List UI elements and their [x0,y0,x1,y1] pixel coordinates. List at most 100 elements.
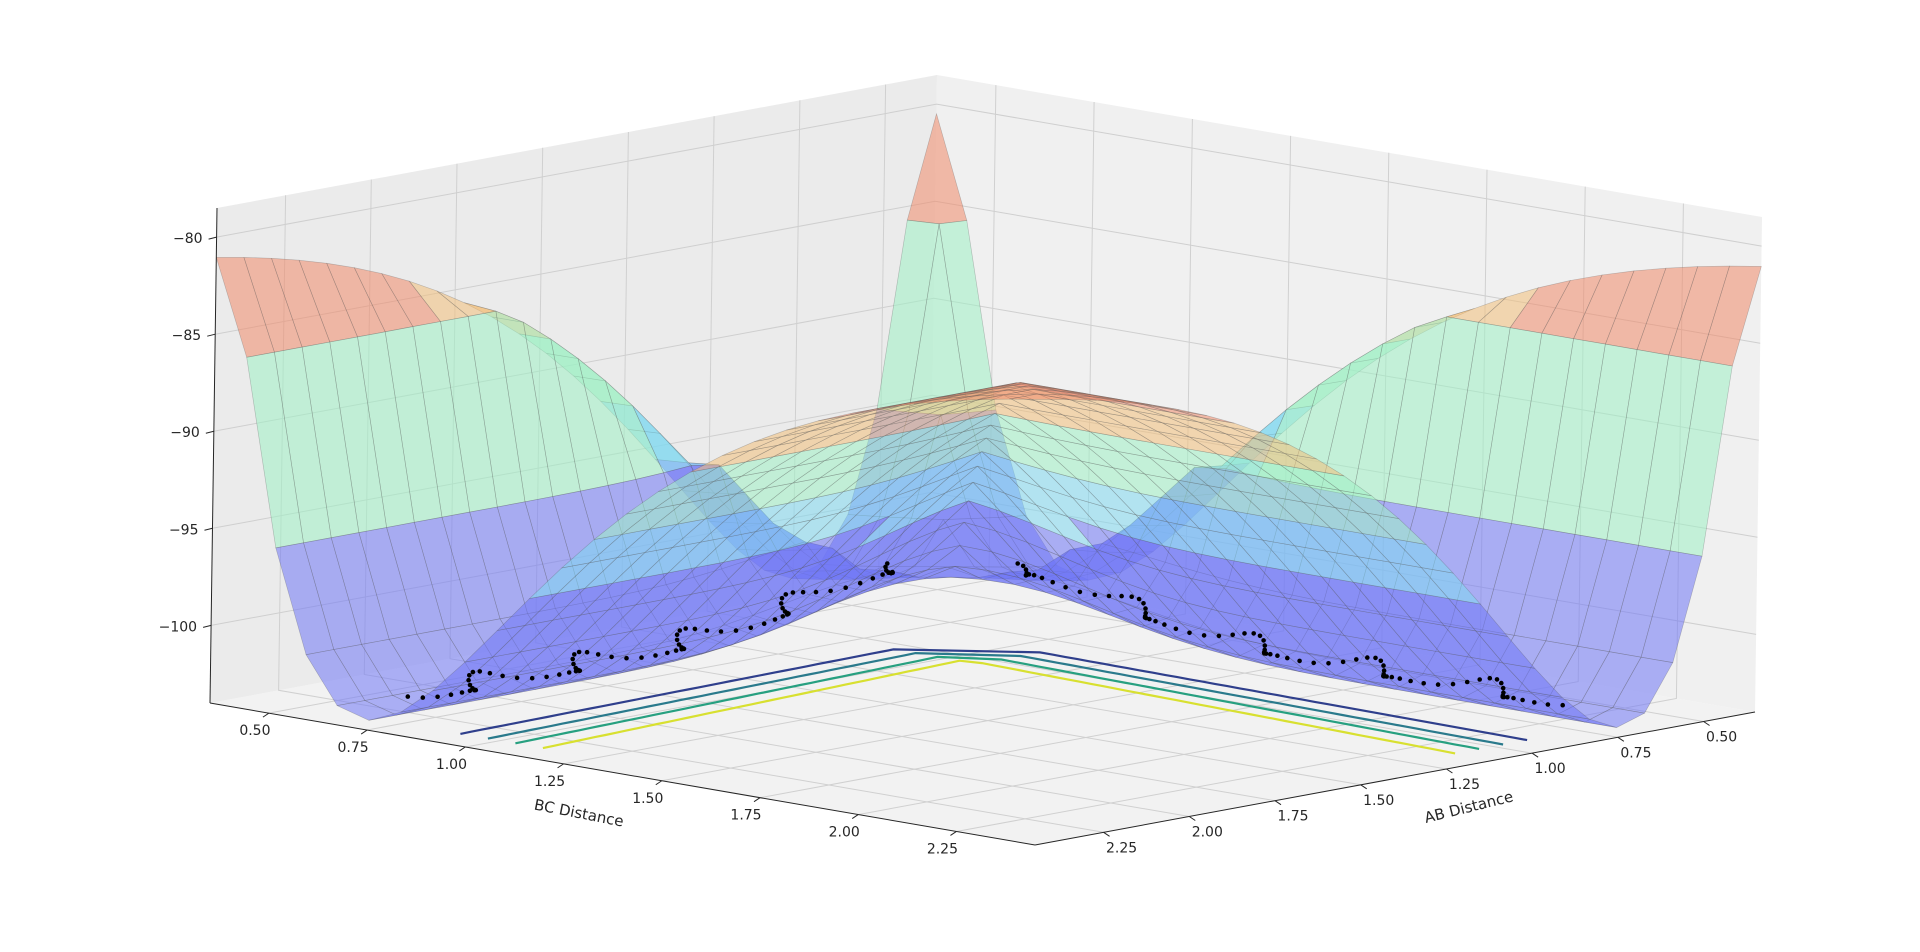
trajectory-point [1378,658,1384,664]
trajectory-point [1153,618,1158,624]
y-tick-label: 2.25 [927,842,958,858]
x-tick [1703,721,1710,726]
trajectory-point [624,655,629,661]
z-tick [207,333,216,337]
trajectory-point [1015,561,1020,566]
trajectory-point [779,596,785,601]
contour-line [487,651,1504,746]
trajectory-point [595,652,601,657]
trajectory-point [1520,697,1525,703]
trajectory-point [529,675,535,681]
trajectory-point [573,668,579,674]
trajectory-point [870,576,876,581]
z-tick [202,624,212,628]
trajectory-point [576,649,582,655]
trajectory-point [1173,626,1179,632]
y-tick-label: 1.50 [632,791,663,807]
y-tick-label: 1.75 [730,808,761,824]
trajectory-point [1031,572,1037,578]
y-tick-label: 0.75 [338,740,369,756]
y-tick-label: 1.00 [436,757,467,773]
trajectory-point [718,629,724,634]
surface-patch [1009,393,1069,400]
trajectory-point [1092,592,1098,598]
trajectory-point [1143,606,1148,611]
trajectory-point [885,561,890,566]
y-axis-line [209,702,1036,846]
x-tick-label: 0.50 [1706,730,1737,746]
axis-lines [209,207,1756,846]
contour-line [542,659,1456,755]
x-tick [1531,752,1539,758]
trajectory-point [780,614,786,619]
trajectory-point [653,653,658,658]
trajectory-point [1421,681,1426,686]
trajectory-point [674,632,680,637]
trajectory-point [1435,682,1441,687]
trajectory-point [733,628,739,633]
x-tick-label: 1.25 [1449,777,1480,793]
trajectory-point [1141,601,1146,606]
trajectory-point [679,647,684,652]
trajectory-point [1251,631,1256,636]
trajectory-point [1365,655,1370,660]
z-tick [205,430,214,434]
x-tick-label: 2.00 [1192,825,1223,841]
trajectory-point [1230,632,1235,638]
trajectory-point [1381,668,1387,673]
trajectory-point [748,625,754,631]
trajectory-point [1501,690,1506,695]
trajectory-point [1039,575,1045,581]
trajectory-point [1354,657,1359,662]
trajectory-point [1129,594,1134,599]
floor-contours [460,648,1528,755]
grid-line-z [216,103,1762,247]
trajectory-point [1373,655,1378,661]
trajectory-point [1340,659,1346,665]
trajectory-point [566,670,572,675]
trajectory-point [783,592,789,597]
trajectory-point [828,588,833,594]
x-axis-line [1034,711,1756,846]
trajectory-point [886,570,892,575]
trajectory-point [1297,658,1302,664]
y-tick [557,763,564,769]
tick-labels: 0.50 0.75 1.00 1.25 1.50 1.75 2.00 2.25 0.50 0.75… [159,231,1738,857]
x-tick-label: 2.25 [1106,840,1137,856]
trajectory-point [1201,633,1207,638]
trajectory-point [405,694,411,699]
trajectory-point [880,572,885,577]
trajectory-point [1450,681,1456,687]
trajectory-point [1143,610,1148,616]
trajectory-point [1063,585,1068,590]
x-tick [1446,768,1453,774]
trajectory-point [813,589,819,595]
y-tick [262,712,270,718]
trajectory-point [1397,676,1403,681]
trajectory-point [570,656,575,662]
z-tick [208,236,217,240]
trajectory-point [673,648,679,653]
z-tick-label: −95 [169,522,199,538]
trajectory-point [1020,563,1026,569]
trajectory-point [674,637,680,643]
trajectory-point [1545,702,1551,707]
trajectory-point [1389,674,1395,680]
trajectory-point [1381,671,1386,677]
trajectory-point [1494,677,1500,682]
trajectory-point [1511,695,1516,701]
trajectory-point [665,650,670,656]
trajectory-point [639,655,644,660]
trajectory-point [784,612,790,617]
trajectory-point [1381,663,1386,668]
trajectory-point [1216,633,1222,639]
z-tick-label: −90 [170,425,200,441]
trajectory-point [1499,680,1504,686]
trajectory-point [1285,655,1290,661]
trajectory-point [1119,593,1124,599]
trajectory-point [1023,567,1029,572]
energy-surface [215,112,1762,728]
trajectory-point [1187,630,1192,636]
x-tick [1617,736,1625,742]
trajectory-point [1262,647,1267,653]
